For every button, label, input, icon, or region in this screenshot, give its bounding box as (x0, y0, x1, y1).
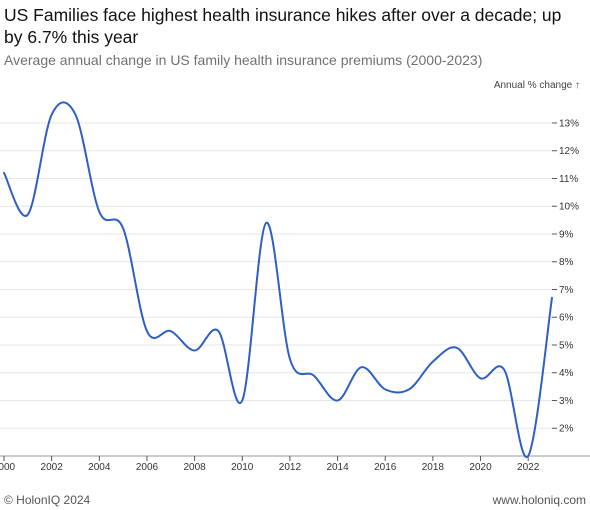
y-tick-label: 6% (559, 313, 574, 324)
x-tick-label: 2016 (374, 462, 397, 473)
y-tick-label: 7% (559, 285, 574, 296)
x-tick-label: 2000 (0, 462, 16, 473)
x-tick-label: 2006 (136, 462, 159, 473)
x-tick-label: 2008 (183, 462, 206, 473)
series-layer (3, 101, 553, 458)
y-tick-label: 10% (559, 202, 579, 213)
y-axis: 2% 3% 4% 5% 6% 7% 8% 9% 10% 11% 12% 13% (552, 118, 579, 435)
x-tick-label: 2020 (469, 462, 492, 473)
x-tick-label: 2022 (517, 462, 540, 473)
x-axis: 2000 2002 2004 2006 2008 2010 2012 2014 2016 2018… (0, 455, 590, 473)
y-axis-title: Annual % change ↑ (494, 80, 580, 91)
y-tick-label: 8% (559, 257, 574, 268)
copyright-text: © HolonIQ 2024 (4, 493, 91, 507)
chart-title: US Families face highest health insuranc… (4, 5, 562, 47)
x-tick-label: 2014 (326, 462, 349, 473)
x-tick-label: 2004 (88, 462, 111, 473)
y-tick-label: 12% (559, 146, 579, 157)
series-line (3, 101, 553, 458)
website-link[interactable]: www.holoniq.com (492, 493, 586, 507)
y-tick-label: 11% (559, 174, 578, 185)
x-tick-label: 2018 (422, 462, 445, 473)
y-tick-label: 13% (559, 118, 579, 129)
y-tick-label: 5% (559, 340, 574, 351)
y-tick-label: 2% (559, 424, 574, 435)
x-tick-label: 2002 (41, 462, 64, 473)
y-tick-label: 4% (559, 368, 574, 379)
chart-subtitle: Average annual change in US family healt… (4, 52, 483, 68)
x-tick-label: 2012 (279, 462, 302, 473)
y-tick-label: 9% (559, 229, 574, 240)
grid-lines (0, 122, 552, 429)
x-tick-label: 2010 (231, 462, 254, 473)
y-tick-label: 3% (559, 396, 574, 407)
